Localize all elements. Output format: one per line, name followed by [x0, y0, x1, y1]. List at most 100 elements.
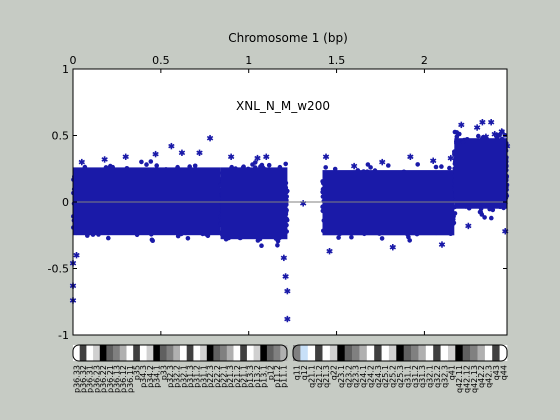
outlier-dot	[169, 144, 174, 148]
data-point	[148, 159, 154, 164]
data-point	[490, 207, 496, 213]
ideogram-band-label: q25.2	[389, 365, 398, 388]
outlier-point	[322, 153, 330, 160]
ideogram-band	[433, 345, 441, 361]
data-point	[452, 129, 458, 135]
data-point	[482, 215, 487, 220]
ideogram-band	[186, 345, 194, 361]
outlier-point	[379, 158, 386, 166]
ideogram-band-label: p36.32	[79, 365, 88, 393]
outlier-dot	[282, 256, 286, 260]
data-point	[275, 243, 280, 248]
outlier-point	[458, 121, 465, 129]
outlier-point	[168, 142, 175, 150]
outlier-point	[459, 138, 467, 146]
ideogram-band	[99, 345, 107, 361]
ideogram-band	[206, 345, 214, 361]
ideogram-band	[440, 345, 449, 361]
ideogram-band	[315, 345, 323, 361]
data-point	[283, 161, 289, 167]
outlier-dot	[102, 157, 107, 162]
data-point	[106, 235, 111, 241]
ideogram-band-label: q23.3	[352, 365, 361, 388]
chromosome-ideogram: p36.33p36.32p36.31p36.23p36.22p36.21p36.…	[72, 344, 508, 393]
data-point	[457, 131, 462, 137]
ideogram-band-label: p11.2	[273, 365, 282, 388]
ideogram-band	[133, 345, 141, 361]
ideogram-band	[381, 345, 390, 361]
ideogram-band	[139, 345, 147, 361]
outlier-dot	[79, 160, 84, 164]
ideogram-band-label: q23.1	[337, 365, 346, 388]
ideogram-band	[403, 345, 412, 361]
outlier-dot	[283, 274, 288, 279]
ideogram-band	[73, 345, 80, 361]
y-tick-label: -0.5	[48, 263, 69, 276]
ideogram-band-label: p35	[133, 365, 142, 380]
ideogram-band	[425, 345, 434, 361]
data-point	[495, 133, 501, 138]
ideogram-band-label: p32.1	[179, 365, 188, 388]
ideogram-band	[159, 345, 167, 361]
y-tick-label: -1	[58, 329, 69, 342]
ideogram-band-label: p36.33	[72, 365, 81, 393]
ideogram-band	[200, 345, 208, 361]
ideogram-band-label: p36.31	[86, 365, 95, 393]
outlier-dot	[197, 150, 202, 155]
ideogram-band-label: p36.22	[99, 365, 108, 393]
data-point	[185, 236, 191, 241]
ideogram-band-label: p36.21	[106, 365, 115, 393]
outlier-point	[389, 244, 396, 251]
data-point	[476, 133, 481, 139]
ideogram-band	[300, 345, 309, 361]
ideogram-band	[260, 345, 268, 361]
y-axis-ticks: -1 -0.5 0 0.5 1	[48, 63, 507, 342]
outlier-point	[282, 273, 289, 280]
ideogram-band-label: p33	[159, 365, 168, 380]
y-tick-label: 0	[62, 196, 69, 209]
chart-title: Chromosome 1 (bp)	[228, 31, 348, 45]
ideogram-band	[213, 345, 221, 361]
ideogram-outline	[72, 344, 288, 362]
ideogram-band-label: q21.1	[307, 365, 316, 388]
ideogram-band	[266, 345, 274, 361]
ideogram-band	[477, 345, 486, 361]
ideogram-band-label: p31.3	[186, 365, 195, 388]
ideogram-band-label: p36.12	[119, 365, 128, 393]
ideogram-band	[280, 345, 288, 361]
ideogram-band-label: q32.1	[426, 365, 435, 388]
ideogram-band	[146, 345, 154, 361]
ideogram-band-label: q21.2	[315, 365, 324, 388]
x-tick-label: 1	[245, 54, 252, 67]
outlier-dot	[229, 154, 233, 159]
ideogram-band	[329, 345, 338, 361]
outlier-point	[326, 248, 333, 255]
ideogram-band	[113, 345, 121, 361]
outlier-point	[284, 287, 291, 295]
data-point	[139, 159, 144, 165]
outlier-dot	[431, 158, 436, 163]
outlier-point	[491, 130, 498, 138]
data-point	[439, 164, 444, 169]
ideogram-band	[344, 345, 353, 361]
outlier-dot	[492, 132, 497, 136]
outlier-point	[227, 153, 235, 160]
data-point	[323, 165, 329, 170]
outlier-point	[101, 156, 108, 163]
ideogram-band	[246, 345, 254, 361]
outlier-dot	[255, 156, 260, 160]
ideogram-band-label: q24.2	[367, 365, 376, 388]
outlier-dot	[123, 154, 128, 159]
outlier-dot	[475, 125, 479, 130]
ideogram-band-label: p32.2	[173, 365, 182, 388]
ideogram-band-label: q42.11	[455, 365, 464, 393]
outlier-dot	[324, 154, 328, 159]
data-point	[259, 243, 264, 248]
ideogram-band-label: q32.3	[440, 365, 449, 388]
outlier-dot	[480, 120, 485, 124]
y-tick-label: 0.5	[52, 130, 70, 143]
outlier-point	[479, 119, 486, 126]
outlier-point	[280, 254, 288, 262]
ideogram-band	[352, 345, 360, 361]
ideogram-band	[322, 345, 331, 361]
